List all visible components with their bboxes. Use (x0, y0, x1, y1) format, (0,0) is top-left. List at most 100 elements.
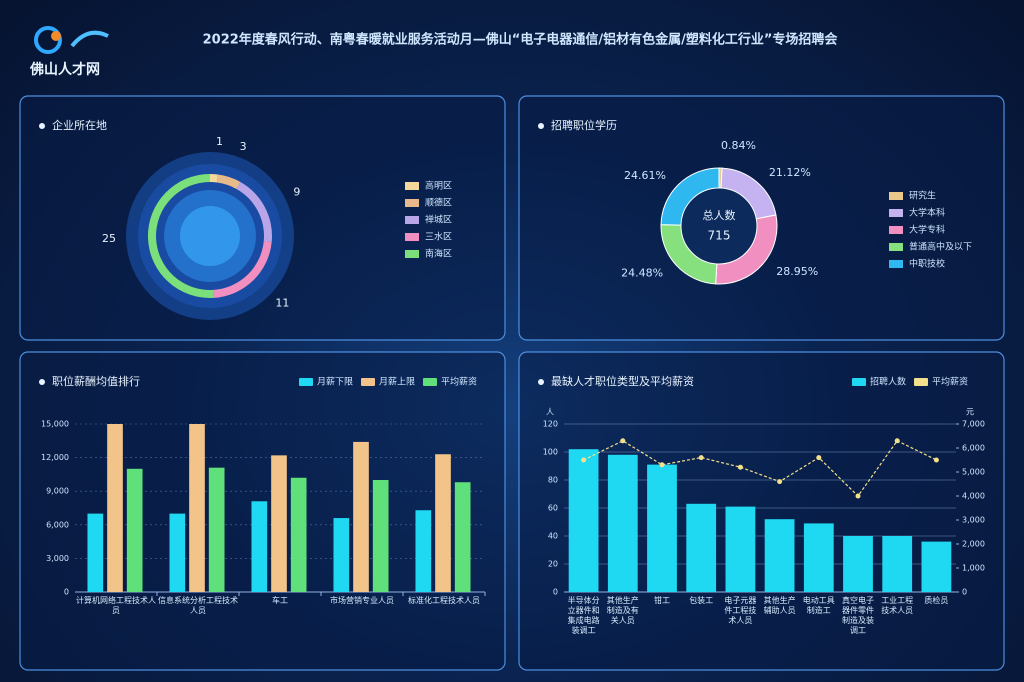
bar (107, 424, 123, 592)
ring-decoration (180, 206, 240, 266)
x-tick-label: 工业工程技术人员 (881, 596, 914, 615)
y-tick-label: 15,000 (41, 420, 69, 429)
legend-swatch (405, 250, 419, 258)
line-point (816, 455, 822, 461)
bar (290, 477, 307, 592)
y-tick-label: 80 (548, 476, 558, 485)
y-tick-label: 40 (548, 532, 558, 541)
panel-title: 职位薪酬均值排行 (52, 374, 140, 388)
site-name: 佛山人才网 (29, 61, 100, 78)
donut-segment (660, 167, 720, 226)
data-label: 21.12% (769, 166, 811, 179)
x-tick-label: 标准化工程技术人员 (408, 596, 480, 605)
x-tick-label: 钳工 (653, 596, 670, 605)
bar (647, 464, 677, 592)
bar (921, 541, 952, 592)
ring-segment (236, 181, 272, 242)
bar (87, 513, 104, 592)
legend-swatch (852, 378, 866, 386)
panel-title: 最缺人才职位类型及平均薪资 (551, 374, 694, 388)
ring-segment (216, 174, 241, 189)
legend-swatch (889, 226, 903, 234)
legend-label: 平均薪资 (441, 376, 477, 388)
panel-bullet (538, 123, 544, 129)
y2-tick-label: 2,000 (962, 540, 985, 549)
data-label: 24.48% (621, 266, 663, 279)
legend-label: 禅城区 (425, 214, 452, 226)
legend-swatch (405, 216, 419, 224)
legend-swatch (914, 378, 928, 386)
legend-label: 中职技校 (909, 258, 945, 270)
legend-swatch (423, 378, 437, 386)
data-label: 25 (102, 232, 116, 245)
ring-segment (210, 174, 218, 183)
panel-bullet (538, 379, 544, 385)
x-tick-label: 半导体分立器件和集成电路装调工 (567, 596, 600, 635)
legend-label: 普通高中及以下 (909, 241, 972, 253)
panel-title: 企业所在地 (52, 118, 107, 132)
line-point (698, 455, 704, 461)
bar (568, 449, 599, 592)
y2-axis-label: 元 (966, 408, 974, 417)
legend-label: 南海区 (425, 248, 452, 260)
legend-swatch (299, 378, 313, 386)
bar (435, 454, 451, 592)
bar (607, 454, 638, 592)
bar (454, 482, 471, 592)
y2-tick-label: 4,000 (962, 492, 985, 501)
y2-tick-label: 5,000 (962, 468, 985, 477)
legend-swatch (405, 233, 419, 241)
ring-segment (213, 241, 272, 298)
bar (251, 501, 268, 592)
bar (882, 536, 913, 592)
y2-tick-label: 0 (962, 588, 967, 597)
line-point (659, 462, 665, 468)
bar (686, 503, 717, 592)
bar (764, 519, 795, 592)
data-label: 1 (216, 135, 223, 148)
legend-swatch (889, 209, 903, 217)
line-point (581, 457, 587, 463)
x-tick-label: 信息系统分析工程技术人员 (158, 596, 238, 615)
legend-label: 研究生 (909, 190, 936, 202)
bar (372, 480, 389, 592)
legend-label: 招聘人数 (870, 376, 906, 388)
line-point (933, 457, 939, 463)
panel-bullet (39, 123, 45, 129)
y2-tick-label: 6,000 (962, 444, 985, 453)
y-tick-label: 120 (543, 420, 558, 429)
line-point (855, 493, 861, 499)
legend-label: 顺德区 (425, 197, 452, 209)
legend-swatch (889, 243, 903, 251)
legend-label: 月薪下限 (317, 376, 353, 388)
legend-label: 月薪上限 (379, 376, 415, 388)
legend-label: 大学本科 (909, 207, 945, 219)
y-tick-label: 12,000 (41, 453, 69, 462)
legend-swatch (889, 192, 903, 200)
y-axis-label: 人 (546, 408, 554, 417)
y-tick-label: 100 (543, 448, 558, 457)
donut-center (679, 186, 759, 266)
y2-tick-label: 3,000 (962, 516, 985, 525)
logo (34, 26, 109, 54)
legend-swatch (361, 378, 375, 386)
data-label: 0.84% (721, 139, 756, 152)
x-tick-label: 其他生产制造及有关人员 (606, 596, 639, 625)
bar (208, 467, 225, 592)
panel-title: 招聘职位学历 (551, 118, 617, 132)
x-tick-label: 真空电子器件零件制造及装调工 (841, 596, 874, 635)
y2-tick-label: 1,000 (962, 564, 985, 573)
x-tick-label: 车工 (272, 596, 288, 605)
data-label: 24.61% (624, 169, 666, 182)
x-tick-label: 计算机网络工程技术人员 (76, 596, 156, 615)
y-tick-label: 3,000 (46, 554, 69, 563)
y-tick-label: 6,000 (46, 520, 69, 529)
legend-swatch (889, 260, 903, 268)
page-title: 2022年度春风行动、南粤春暖就业服务活动月—佛山“电子电器通信/铝材有色金属/… (203, 32, 839, 48)
y-tick-label: 60 (548, 504, 558, 513)
x-tick-label: 其他生产辅助人员 (763, 596, 796, 615)
y-tick-label: 0 (64, 588, 69, 597)
legend-swatch (405, 199, 419, 207)
